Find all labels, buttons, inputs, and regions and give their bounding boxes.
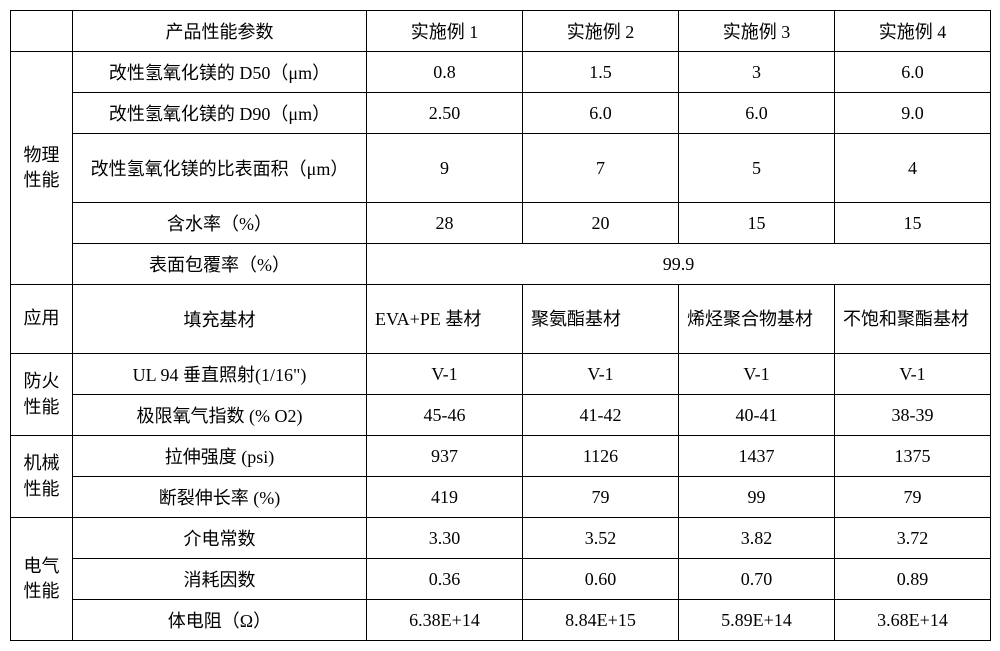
header-ex2: 实施例 2	[523, 11, 679, 52]
d90-ex4: 9.0	[835, 93, 991, 134]
dielectric-ex3: 3.82	[679, 518, 835, 559]
ul94-ex3: V-1	[679, 354, 835, 395]
water-ex3: 15	[679, 203, 835, 244]
water-ex1: 28	[367, 203, 523, 244]
ul94-ex2: V-1	[523, 354, 679, 395]
category-mechanical: 机械性能	[11, 436, 73, 518]
row-dissipation: 消耗因数 0.36 0.60 0.70 0.89	[11, 559, 991, 600]
resistivity-ex3: 5.89E+14	[679, 600, 835, 641]
loi-ex1: 45-46	[367, 395, 523, 436]
ssa-ex2: 7	[523, 134, 679, 203]
tensile-ex2: 1126	[523, 436, 679, 477]
ul94-ex4: V-1	[835, 354, 991, 395]
d90-ex1: 2.50	[367, 93, 523, 134]
row-tensile: 机械性能 拉伸强度 (psi) 937 1126 1437 1375	[11, 436, 991, 477]
d90-ex2: 6.0	[523, 93, 679, 134]
resistivity-ex2: 8.84E+15	[523, 600, 679, 641]
label-water: 含水率（%）	[73, 203, 367, 244]
label-ul94: UL 94 垂直照射(1/16")	[73, 354, 367, 395]
row-coverage: 表面包覆率（%） 99.9	[11, 244, 991, 285]
category-physical: 物理性能	[11, 52, 73, 285]
row-water: 含水率（%） 28 20 15 15	[11, 203, 991, 244]
dissipation-ex4: 0.89	[835, 559, 991, 600]
loi-ex3: 40-41	[679, 395, 835, 436]
loi-ex4: 38-39	[835, 395, 991, 436]
table-header-row: 产品性能参数 实施例 1 实施例 2 实施例 3 实施例 4	[11, 11, 991, 52]
dissipation-ex3: 0.70	[679, 559, 835, 600]
dielectric-ex4: 3.72	[835, 518, 991, 559]
tensile-ex4: 1375	[835, 436, 991, 477]
water-ex2: 20	[523, 203, 679, 244]
row-substrate: 应用 填充基材 EVA+PE 基材 聚氨酯基材 烯烃聚合物基材 不饱和聚酯基材	[11, 285, 991, 354]
d50-ex4: 6.0	[835, 52, 991, 93]
ssa-ex4: 4	[835, 134, 991, 203]
row-ssa: 改性氢氧化镁的比表面积（μm） 9 7 5 4	[11, 134, 991, 203]
header-ex1: 实施例 1	[367, 11, 523, 52]
data-table: 产品性能参数 实施例 1 实施例 2 实施例 3 实施例 4 物理性能 改性氢氧…	[10, 10, 991, 641]
tensile-ex3: 1437	[679, 436, 835, 477]
label-d90: 改性氢氧化镁的 D90（μm）	[73, 93, 367, 134]
substrate-ex4: 不饱和聚酯基材	[835, 285, 991, 354]
label-coverage: 表面包覆率（%）	[73, 244, 367, 285]
substrate-ex3: 烯烃聚合物基材	[679, 285, 835, 354]
dissipation-ex1: 0.36	[367, 559, 523, 600]
row-d90: 改性氢氧化镁的 D90（μm） 2.50 6.0 6.0 9.0	[11, 93, 991, 134]
label-ssa: 改性氢氧化镁的比表面积（μm）	[73, 134, 367, 203]
elongation-ex3: 99	[679, 477, 835, 518]
label-elongation: 断裂伸长率 (%)	[73, 477, 367, 518]
label-tensile: 拉伸强度 (psi)	[73, 436, 367, 477]
category-electrical: 电气性能	[11, 518, 73, 641]
substrate-ex1: EVA+PE 基材	[367, 285, 523, 354]
coverage-merged: 99.9	[367, 244, 991, 285]
label-substrate: 填充基材	[73, 285, 367, 354]
row-d50: 物理性能 改性氢氧化镁的 D50（μm） 0.8 1.5 3 6.0	[11, 52, 991, 93]
ssa-ex3: 5	[679, 134, 835, 203]
dissipation-ex2: 0.60	[523, 559, 679, 600]
dielectric-ex1: 3.30	[367, 518, 523, 559]
header-ex4: 实施例 4	[835, 11, 991, 52]
category-application: 应用	[11, 285, 73, 354]
category-fire: 防火性能	[11, 354, 73, 436]
row-elongation: 断裂伸长率 (%) 419 79 99 79	[11, 477, 991, 518]
label-dissipation: 消耗因数	[73, 559, 367, 600]
substrate-ex2: 聚氨酯基材	[523, 285, 679, 354]
label-loi: 极限氧气指数 (% O2)	[73, 395, 367, 436]
d50-ex1: 0.8	[367, 52, 523, 93]
header-ex3: 实施例 3	[679, 11, 835, 52]
elongation-ex4: 79	[835, 477, 991, 518]
elongation-ex2: 79	[523, 477, 679, 518]
row-dielectric: 电气性能 介电常数 3.30 3.52 3.82 3.72	[11, 518, 991, 559]
d50-ex2: 1.5	[523, 52, 679, 93]
water-ex4: 15	[835, 203, 991, 244]
row-resistivity: 体电阻（Ω） 6.38E+14 8.84E+15 5.89E+14 3.68E+…	[11, 600, 991, 641]
resistivity-ex1: 6.38E+14	[367, 600, 523, 641]
loi-ex2: 41-42	[523, 395, 679, 436]
label-dielectric: 介电常数	[73, 518, 367, 559]
ssa-ex1: 9	[367, 134, 523, 203]
d90-ex3: 6.0	[679, 93, 835, 134]
elongation-ex1: 419	[367, 477, 523, 518]
resistivity-ex4: 3.68E+14	[835, 600, 991, 641]
label-resistivity: 体电阻（Ω）	[73, 600, 367, 641]
ul94-ex1: V-1	[367, 354, 523, 395]
header-blank	[11, 11, 73, 52]
header-param: 产品性能参数	[73, 11, 367, 52]
label-d50: 改性氢氧化镁的 D50（μm）	[73, 52, 367, 93]
row-loi: 极限氧气指数 (% O2) 45-46 41-42 40-41 38-39	[11, 395, 991, 436]
dielectric-ex2: 3.52	[523, 518, 679, 559]
tensile-ex1: 937	[367, 436, 523, 477]
row-ul94: 防火性能 UL 94 垂直照射(1/16") V-1 V-1 V-1 V-1	[11, 354, 991, 395]
d50-ex3: 3	[679, 52, 835, 93]
